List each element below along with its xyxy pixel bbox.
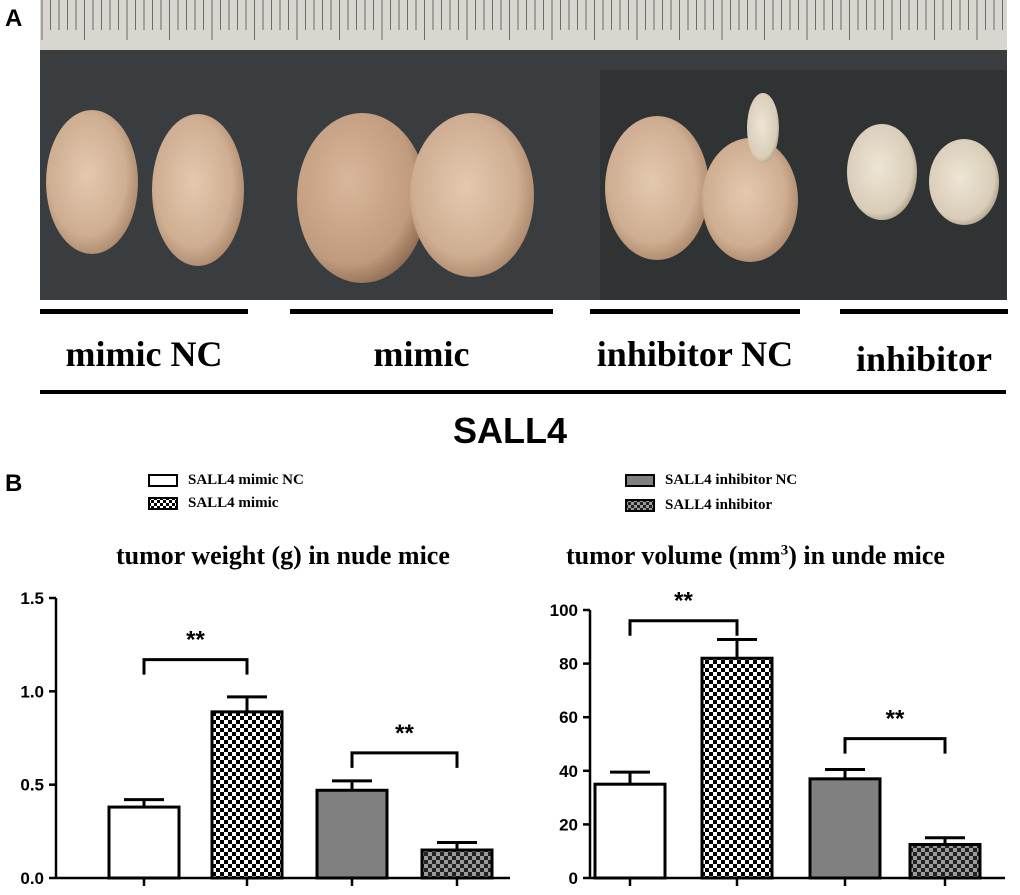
- y-tick-label: 1.0: [20, 682, 44, 701]
- y-tick-label: 0.0: [20, 869, 44, 888]
- tumor-volume-chart: 0 20 40 60 80 100 ** **: [550, 588, 1005, 888]
- panel-a-label: A: [5, 5, 23, 32]
- bar-4: [420, 848, 494, 880]
- y-tick-label: 40: [559, 762, 578, 781]
- y-tick-label: 80: [559, 655, 578, 674]
- group-line-inhibitor-nc: [590, 309, 800, 314]
- y-tick-label: 20: [559, 815, 578, 834]
- legend-mimic-nc: SALL4 mimic NC: [148, 472, 304, 489]
- legend-inhibitor-nc: SALL4 inhibitor NC: [625, 472, 797, 489]
- group-label-mimic-nc: mimic NC: [65, 334, 223, 374]
- tumor-inhibitor-1: [847, 124, 917, 220]
- sall4-line: [40, 390, 1006, 394]
- y-tick-label: 0.5: [20, 776, 44, 795]
- significance-bracket: [142, 658, 249, 675]
- bar-3: [808, 777, 882, 880]
- legend-swatch-gray: [625, 474, 655, 487]
- tumor-inhibitor-2: [929, 139, 999, 225]
- bar-1: [593, 782, 667, 880]
- significance-label: **: [674, 588, 693, 615]
- chart1-title: tumor weight (g) in nude mice: [116, 541, 450, 570]
- chart2-title: tumor volume (mm3) in unde mice: [566, 541, 945, 570]
- y-tick-label: 60: [559, 708, 578, 727]
- tumor-inhibitor-nc-1: [605, 116, 709, 260]
- legend-swatch-white: [148, 474, 178, 487]
- tumor-mimic-nc-2: [152, 114, 244, 266]
- panel-b-label: B: [5, 470, 23, 497]
- legend-label: SALL4 mimic NC: [188, 472, 304, 488]
- tumor-mimic-2: [410, 113, 534, 277]
- significance-label: **: [186, 627, 205, 654]
- tumor-mimic-nc-1: [46, 110, 138, 254]
- legend-label: SALL4 inhibitor NC: [665, 472, 798, 488]
- tumor-photo: [40, 0, 1007, 300]
- group-label-inhibitor: inhibitor: [855, 339, 993, 379]
- group-label-mimic: mimic: [373, 334, 470, 374]
- legend-swatch-checker: [148, 497, 178, 510]
- legend-mimic: SALL4 mimic: [148, 495, 278, 512]
- group-line-mimic-nc: [40, 309, 248, 314]
- tumor-mimic-1: [297, 113, 427, 283]
- group-label-inhibitor-nc: inhibitor NC: [596, 334, 794, 374]
- significance-bracket: [350, 751, 459, 768]
- bar-3: [315, 788, 389, 880]
- legend-swatch-dark-checker: [625, 499, 655, 512]
- tumor-inhibitor-nc-2: [702, 138, 798, 262]
- bar-2: [210, 710, 284, 880]
- y-tick-label: 0: [569, 869, 578, 888]
- significance-label: **: [395, 720, 414, 747]
- bar-1: [107, 805, 181, 880]
- legend-label: SALL4 inhibitor: [665, 497, 773, 513]
- tumor-weight-chart: 0.0 0.5 1.0 1.5 ** **: [20, 589, 510, 888]
- legend-label: SALL4 mimic: [188, 495, 279, 511]
- significance-bracket: [843, 737, 947, 754]
- y-tick-label: 1.5: [20, 589, 44, 608]
- bar-2: [700, 656, 774, 880]
- ruler: [41, 0, 1003, 40]
- sall4-label: SALL4: [452, 410, 567, 451]
- significance-label: **: [886, 706, 905, 733]
- legend-inhibitor: SALL4 inhibitor: [625, 497, 772, 514]
- group-line-mimic: [290, 309, 553, 314]
- y-tick-label: 100: [550, 601, 578, 620]
- bar-4: [908, 843, 982, 880]
- group-line-inhibitor: [840, 309, 1008, 314]
- significance-bracket: [628, 619, 739, 636]
